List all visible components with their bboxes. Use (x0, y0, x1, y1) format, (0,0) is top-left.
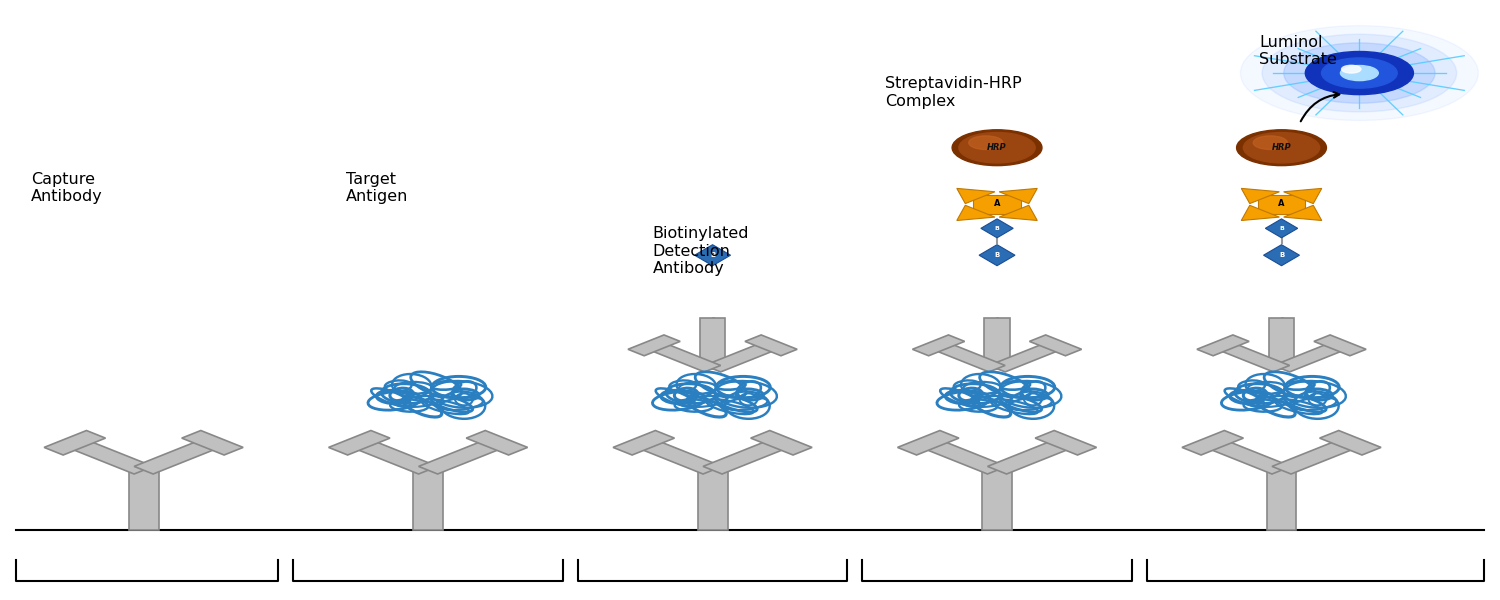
Polygon shape (628, 335, 680, 356)
Polygon shape (957, 188, 994, 203)
Polygon shape (1272, 439, 1360, 474)
Polygon shape (129, 470, 159, 530)
Text: B: B (1280, 252, 1284, 258)
Polygon shape (982, 470, 1012, 530)
Polygon shape (930, 342, 1005, 372)
Polygon shape (1257, 195, 1305, 214)
Text: B: B (994, 226, 999, 231)
Polygon shape (999, 205, 1038, 220)
Circle shape (1322, 58, 1396, 88)
Polygon shape (134, 439, 222, 474)
Polygon shape (413, 470, 442, 530)
Polygon shape (1203, 439, 1292, 474)
Polygon shape (466, 431, 528, 455)
Polygon shape (419, 439, 507, 474)
Circle shape (969, 136, 1004, 149)
Polygon shape (912, 335, 964, 356)
Polygon shape (981, 219, 1012, 238)
Polygon shape (1182, 431, 1244, 455)
Polygon shape (999, 188, 1038, 203)
Polygon shape (1284, 205, 1322, 220)
Polygon shape (634, 439, 722, 474)
Circle shape (1240, 26, 1479, 121)
Polygon shape (1215, 342, 1290, 372)
Circle shape (958, 133, 1035, 163)
Polygon shape (694, 245, 730, 266)
Polygon shape (1314, 335, 1366, 356)
Polygon shape (698, 470, 728, 530)
Polygon shape (1266, 219, 1298, 238)
Circle shape (1284, 43, 1436, 103)
Polygon shape (1263, 245, 1299, 266)
Text: HRP: HRP (987, 143, 1006, 152)
Polygon shape (1269, 318, 1294, 368)
Circle shape (1252, 136, 1287, 149)
Polygon shape (1320, 431, 1382, 455)
Polygon shape (646, 342, 720, 372)
Polygon shape (66, 439, 153, 474)
Text: Target
Antigen: Target Antigen (345, 172, 408, 205)
Polygon shape (897, 431, 958, 455)
Text: B: B (710, 252, 716, 258)
Circle shape (952, 130, 1042, 166)
Polygon shape (1197, 335, 1249, 356)
Text: B: B (1280, 226, 1284, 231)
Polygon shape (1035, 431, 1096, 455)
Circle shape (1244, 133, 1320, 163)
Text: Streptavidin-HRP
Complex: Streptavidin-HRP Complex (885, 76, 1022, 109)
Circle shape (1262, 34, 1456, 112)
Polygon shape (1266, 470, 1296, 530)
Polygon shape (987, 439, 1076, 474)
Polygon shape (182, 431, 243, 455)
Text: A: A (994, 199, 1000, 208)
Polygon shape (1029, 335, 1081, 356)
Polygon shape (614, 431, 675, 455)
Circle shape (1305, 52, 1413, 95)
Text: Luminol
Substrate: Luminol Substrate (1258, 35, 1336, 67)
Polygon shape (980, 245, 1016, 266)
Polygon shape (974, 195, 1022, 214)
Circle shape (1341, 65, 1378, 80)
Polygon shape (750, 431, 812, 455)
Text: B: B (994, 252, 999, 258)
Polygon shape (1274, 342, 1348, 372)
Polygon shape (704, 439, 791, 474)
Polygon shape (700, 318, 726, 368)
Polygon shape (988, 342, 1064, 372)
Polygon shape (44, 431, 105, 455)
Polygon shape (918, 439, 1007, 474)
Polygon shape (328, 431, 390, 455)
Polygon shape (957, 205, 994, 220)
Polygon shape (1242, 205, 1280, 220)
Polygon shape (1242, 188, 1280, 203)
Polygon shape (705, 342, 779, 372)
Text: HRP: HRP (1272, 143, 1292, 152)
Polygon shape (1284, 188, 1322, 203)
Polygon shape (746, 335, 796, 356)
Polygon shape (984, 318, 1010, 368)
Text: Capture
Antibody: Capture Antibody (32, 172, 104, 205)
Text: A: A (1278, 199, 1286, 208)
Polygon shape (350, 439, 438, 474)
Text: Biotinylated
Detection
Antibody: Biotinylated Detection Antibody (652, 226, 748, 276)
Circle shape (1236, 130, 1326, 166)
Circle shape (1341, 65, 1360, 73)
